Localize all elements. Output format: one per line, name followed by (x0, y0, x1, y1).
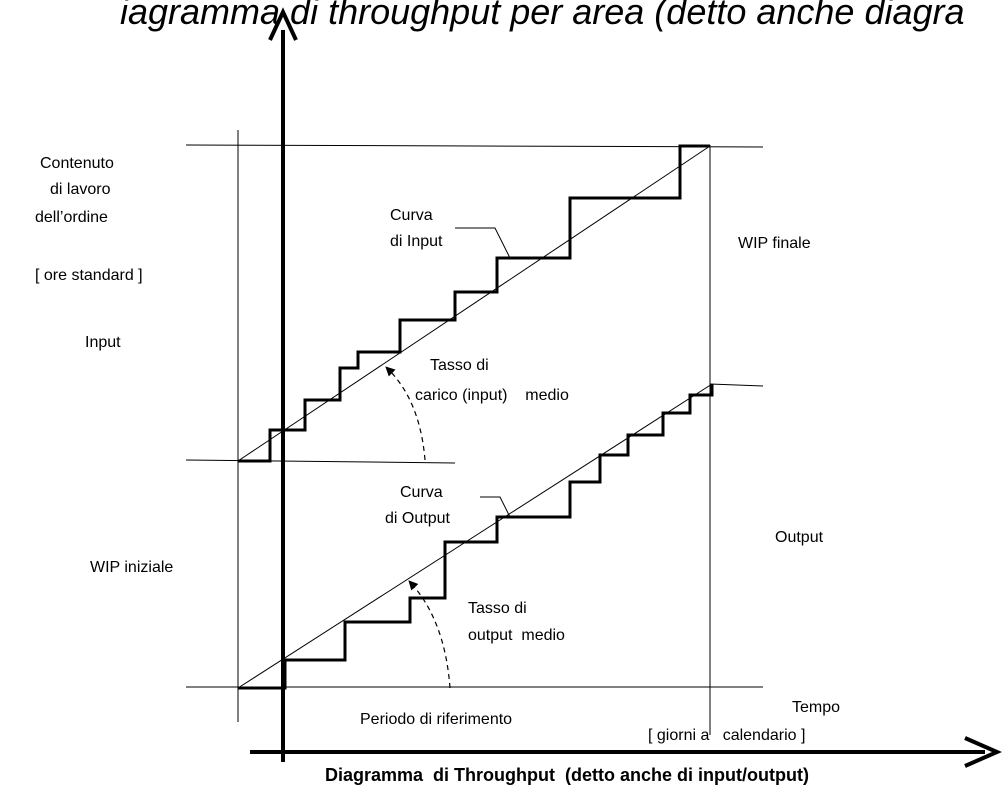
caption: Diagramma di Throughput (detto anche di … (325, 765, 809, 785)
label: carico (input) medio (415, 387, 569, 404)
input-mean (237, 145, 711, 462)
label: di Output (385, 510, 450, 527)
label: Contenuto (40, 155, 114, 172)
label: WIP finale (738, 235, 811, 252)
label: Periodo di riferimento (360, 711, 512, 728)
rate-arc (408, 580, 451, 689)
label: WIP iniziale (90, 559, 173, 576)
label: Curva (400, 484, 443, 501)
label: Input (85, 334, 121, 351)
title: iagramma di throughput per area (detto a… (120, 0, 965, 32)
label: Tempo (792, 699, 840, 716)
label: Curva (390, 207, 433, 224)
leader (455, 227, 511, 259)
x-arrow (964, 736, 1002, 768)
label: di lavoro (50, 181, 111, 198)
input-curve (238, 144, 710, 463)
rate-arc (385, 366, 426, 461)
label: [ giorni a calendario ] (648, 727, 805, 744)
label: output medio (468, 627, 565, 644)
label: Tasso di (468, 600, 527, 617)
label: di Input (390, 233, 443, 250)
label: Output (775, 529, 824, 546)
ref-line (185, 459, 456, 464)
label: [ ore standard ] (35, 267, 143, 284)
y-arrow (268, 7, 298, 41)
ref-line (709, 383, 764, 387)
ref-line (185, 144, 764, 148)
label: Tasso di (430, 357, 489, 374)
label: dell’ordine (35, 209, 108, 226)
leader (480, 496, 511, 518)
output-curve (238, 384, 714, 690)
